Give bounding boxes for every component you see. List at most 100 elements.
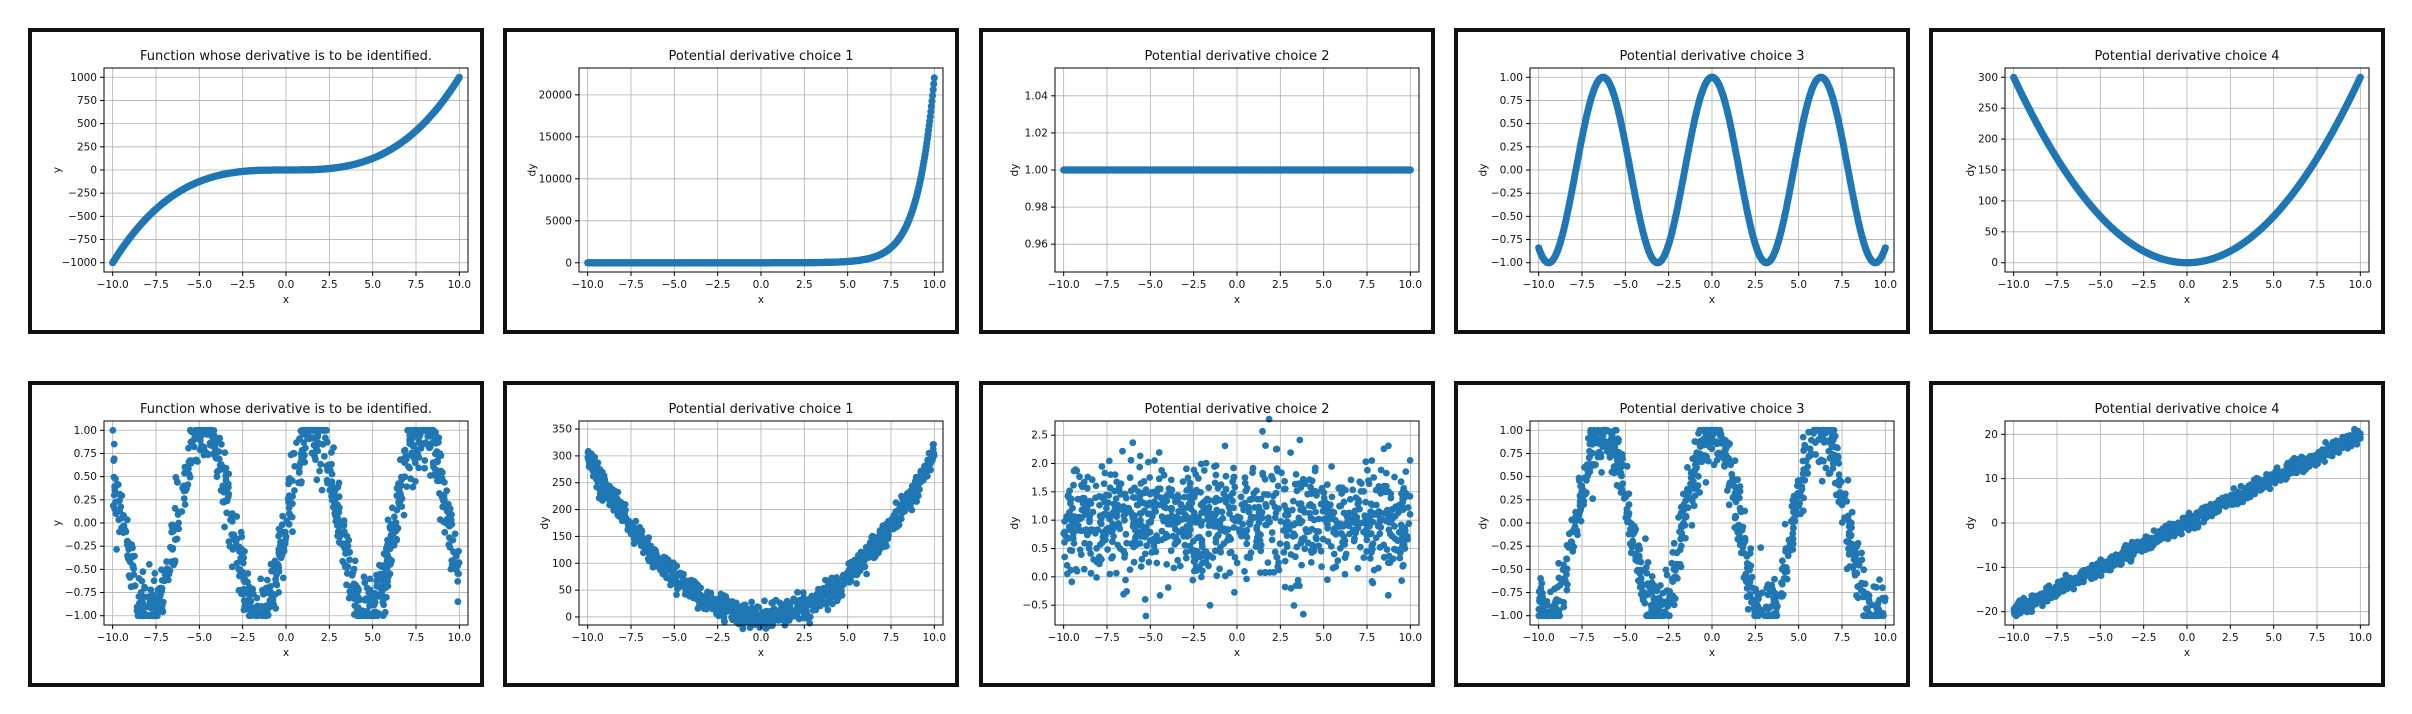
scatter-point xyxy=(349,568,357,576)
x-tick-label: 0.0 xyxy=(278,279,295,291)
scatter-point xyxy=(351,557,359,565)
scatter-series xyxy=(1535,73,1889,267)
scatter-point xyxy=(330,495,338,502)
chart-title: Function whose derivative is to be ident… xyxy=(140,49,432,64)
scatter-point xyxy=(267,583,274,590)
y-tick-label: −750 xyxy=(68,234,97,246)
scatter-point xyxy=(452,553,460,560)
x-tick-label: −2.5 xyxy=(1181,279,1207,291)
x-tick-label: −5.0 xyxy=(1138,279,1164,291)
scatter-point xyxy=(285,520,293,528)
scatter-point xyxy=(443,520,450,527)
scatter-series xyxy=(584,74,938,267)
scatter-point xyxy=(185,444,192,452)
y-tick-label: −1.00 xyxy=(1491,257,1523,269)
scatter-point xyxy=(415,464,423,472)
scatter-point xyxy=(366,602,373,610)
scatter-point xyxy=(445,541,453,549)
scatter-point xyxy=(386,545,394,553)
scatter-point xyxy=(113,546,120,553)
scatter-point xyxy=(929,91,937,100)
scatter-point xyxy=(346,588,354,595)
y-tick-label: 20000 xyxy=(539,89,572,101)
x-tick-label: 7.5 xyxy=(408,632,425,644)
scatter-point xyxy=(335,493,343,501)
scatter-point xyxy=(431,450,439,458)
scatter-point xyxy=(312,426,320,434)
scatter-point xyxy=(454,578,462,585)
scatter-point xyxy=(151,570,159,577)
scatter-point xyxy=(221,523,229,531)
scatter-point xyxy=(392,519,400,526)
scatter-point xyxy=(317,460,324,468)
scatter-point xyxy=(213,473,221,480)
scatter-series xyxy=(109,426,463,620)
scatter-point xyxy=(263,576,271,584)
x-tick-label: −10.0 xyxy=(97,279,129,291)
scatter-point xyxy=(928,97,936,105)
y-tick-label: −0.25 xyxy=(1491,188,1523,200)
chart-svg-r1c3: −10.0 −7.5 −5.0 −2.5 0.0 2.5 5.0 7.5 10.00.960.9… xyxy=(1009,49,1422,306)
scatter-point xyxy=(312,456,319,463)
scatter-point xyxy=(379,612,387,620)
scatter-point xyxy=(275,561,282,569)
y-axis-label: dy xyxy=(1478,164,1490,177)
scatter-point xyxy=(171,504,179,512)
y-tick-label: 10000 xyxy=(539,173,572,185)
scatter-point xyxy=(188,428,195,436)
scatter-point xyxy=(361,579,369,586)
x-axis-label: x xyxy=(283,647,289,659)
scatter-point xyxy=(111,486,119,494)
scatter-point xyxy=(110,455,118,463)
chart-title: Potential derivative choice 4 xyxy=(2095,49,2280,64)
y-tick-label: −0.75 xyxy=(65,587,97,599)
scatter-point xyxy=(308,449,316,457)
scatter-point xyxy=(332,517,340,525)
scatter-point xyxy=(403,483,411,490)
x-tick-label: −7.5 xyxy=(2044,279,2070,291)
scatter-point xyxy=(862,544,870,551)
x-tick-label: −2.5 xyxy=(705,279,731,291)
scatter-point xyxy=(115,516,123,524)
scatter-point xyxy=(325,467,332,474)
scatter-point xyxy=(116,528,123,536)
x-tick-label: 10.0 xyxy=(1874,279,1897,291)
scatter-point xyxy=(451,530,459,538)
y-tick-label: 1.04 xyxy=(1025,90,1049,102)
scatter-point xyxy=(150,577,158,585)
scatter-point xyxy=(198,426,206,434)
y-tick-label: 0 xyxy=(565,257,572,269)
scatter-point xyxy=(192,456,200,464)
x-tick-label: 0.0 xyxy=(1704,279,1721,291)
scatter-point xyxy=(163,558,171,565)
scatter-point xyxy=(833,597,841,605)
scatter-point xyxy=(228,563,236,571)
scatter-point xyxy=(417,440,425,448)
scatter-point xyxy=(440,496,448,503)
scatter-point xyxy=(448,561,456,569)
scatter-point xyxy=(362,595,370,602)
scatter-point xyxy=(338,541,346,548)
scatter-point xyxy=(129,552,136,560)
y-tick-label: 0.25 xyxy=(74,494,97,506)
chart-title: Potential derivative choice 3 xyxy=(1620,49,1805,64)
chart-panel-r1c2: −10.0 −7.5 −5.0 −2.5 0.0 2.5 5.0 7.5 10.0 0 5000 10… xyxy=(503,28,959,334)
scatter-point xyxy=(300,446,307,454)
x-axis-label: x xyxy=(1234,294,1240,306)
scatter-point xyxy=(366,575,374,583)
scatter-point xyxy=(202,448,209,456)
y-tick-label: 500 xyxy=(77,118,97,130)
x-tick-label: 7.5 xyxy=(883,279,900,291)
scatter-point xyxy=(238,551,246,559)
y-tick-label: −0.75 xyxy=(1491,234,1523,246)
scatter-point xyxy=(432,469,439,477)
x-tick-label: 2.5 xyxy=(321,279,338,291)
y-tick-label: −250 xyxy=(68,188,97,200)
scatter-point xyxy=(245,590,253,598)
scatter-point xyxy=(448,520,456,528)
chart-svg-r2c1: −10.0 −7.5 −5.0 −2.5 0.0 2.5 5.0 7.5 10.0−1.00−0… xyxy=(52,402,472,659)
y-tick-label: 0 xyxy=(1991,257,1998,269)
x-tick-label: 5.0 xyxy=(364,632,381,644)
y-tick-label: 50 xyxy=(1985,226,1998,238)
scatter-point xyxy=(390,513,398,521)
